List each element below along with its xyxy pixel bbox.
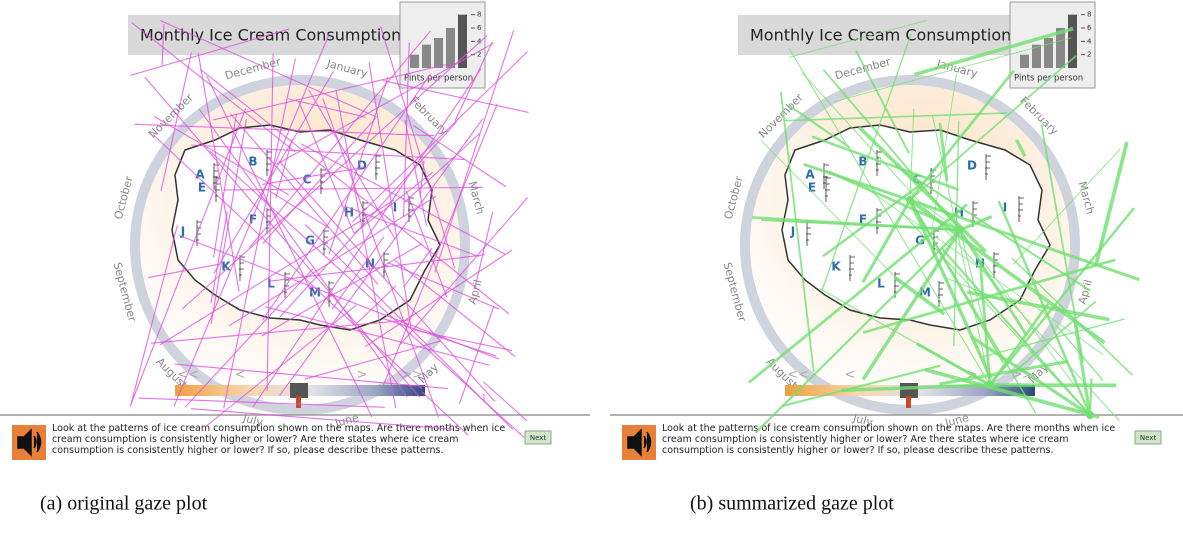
legend-bar — [1044, 38, 1053, 68]
legend-tick-label: 8 — [477, 11, 481, 19]
legend-bar — [434, 38, 443, 68]
slider-arrow[interactable]: << — [177, 368, 199, 383]
gaze-fixation — [986, 381, 994, 389]
gaze-fixation — [1086, 411, 1094, 419]
figure: Monthly Ice Cream Consumption 2 4 6 8 Pints p… — [0, 0, 1183, 538]
slider-arrow[interactable]: < — [845, 368, 856, 383]
slider-arrow[interactable]: << — [787, 368, 809, 383]
instruction-text: Look at the patterns of ice cream consum… — [52, 423, 517, 456]
region-label: D — [967, 159, 977, 173]
legend-tick-label: 6 — [477, 24, 482, 32]
instruction-box: Look at the patterns of ice cream consum… — [662, 423, 1127, 468]
legend-label: Pints per person — [1014, 74, 1083, 84]
next-button-label[interactable]: Next — [530, 434, 547, 442]
panel: Monthly Ice Cream Consumption 2 4 6 8 Pints p… — [610, 0, 1183, 470]
legend-tick-label: 8 — [1087, 11, 1091, 19]
legend-bar — [446, 28, 455, 68]
region-label: K — [831, 260, 841, 274]
slider-pointer — [296, 396, 301, 408]
region-label: J — [790, 225, 795, 239]
gaze-fixation — [906, 196, 914, 204]
region-label: A — [805, 168, 815, 182]
caption: (a) original gaze plot — [40, 493, 208, 515]
caption: (b) summarized gaze plot — [690, 493, 894, 515]
slider-pointer — [906, 396, 911, 408]
slider-handle — [900, 383, 918, 398]
gaze-fixation — [956, 226, 964, 234]
title: Monthly Ice Cream Consumption — [750, 26, 1011, 45]
legend-tick-label: 4 — [1087, 37, 1092, 45]
legend-bar — [410, 55, 419, 68]
title: Monthly Ice Cream Consumption — [140, 26, 401, 45]
legend-bar — [422, 45, 431, 68]
legend-tick-label: 2 — [1087, 51, 1091, 59]
legend-tick-label: 6 — [1087, 24, 1092, 32]
panel: Monthly Ice Cream Consumption2468Pints p… — [0, 0, 590, 470]
legend-bar — [1020, 55, 1029, 68]
next-button-label[interactable]: Next — [1140, 434, 1157, 442]
region-label: B — [248, 155, 257, 169]
instruction-box: Look at the patterns of ice cream consum… — [52, 423, 517, 468]
region-label: L — [267, 277, 275, 291]
instruction-text: Look at the patterns of ice cream consum… — [662, 423, 1127, 456]
slider-handle — [290, 383, 308, 398]
region-label: E — [198, 181, 206, 195]
